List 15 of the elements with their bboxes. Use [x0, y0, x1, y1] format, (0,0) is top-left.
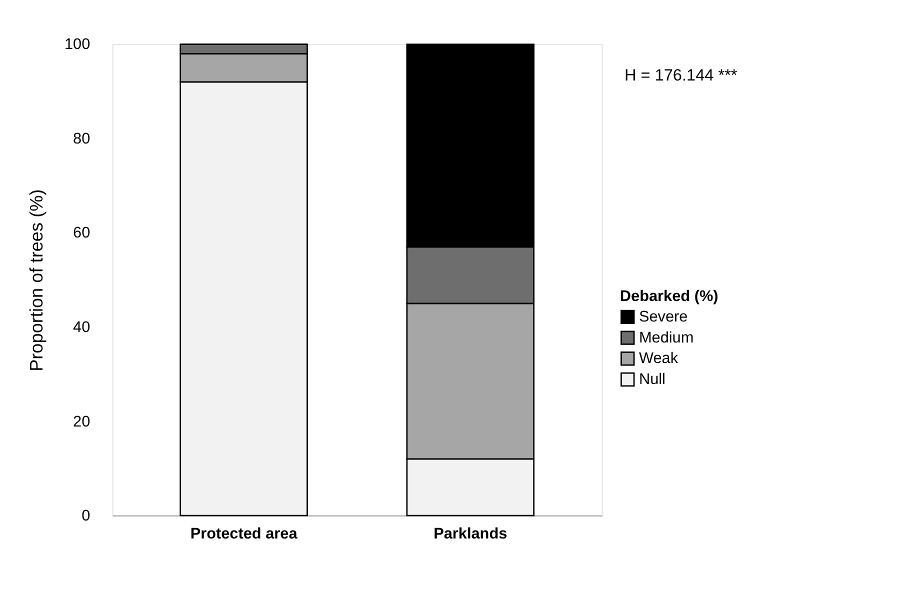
legend-label: Null: [638, 371, 666, 388]
y-tick-label: 20: [73, 413, 90, 430]
y-tick-label: 60: [73, 224, 90, 242]
y-axis-title: Proportion of trees (%): [26, 189, 47, 372]
y-tick-label: 0: [82, 508, 90, 525]
y-tick-label: 40: [73, 319, 90, 336]
y-tick-label: 80: [73, 130, 90, 148]
legend-label: Weak: [638, 350, 678, 368]
legend-label: Severe: [638, 308, 688, 326]
x-tick-label: Protected area: [190, 526, 298, 543]
x-tick-label: Parklands: [434, 526, 508, 543]
legend-label: Medium: [638, 329, 694, 346]
text: H = 176.144 ***: [624, 66, 738, 84]
legend-title: Debarked (%): [620, 288, 718, 306]
y-tick-label: 100: [64, 36, 90, 54]
